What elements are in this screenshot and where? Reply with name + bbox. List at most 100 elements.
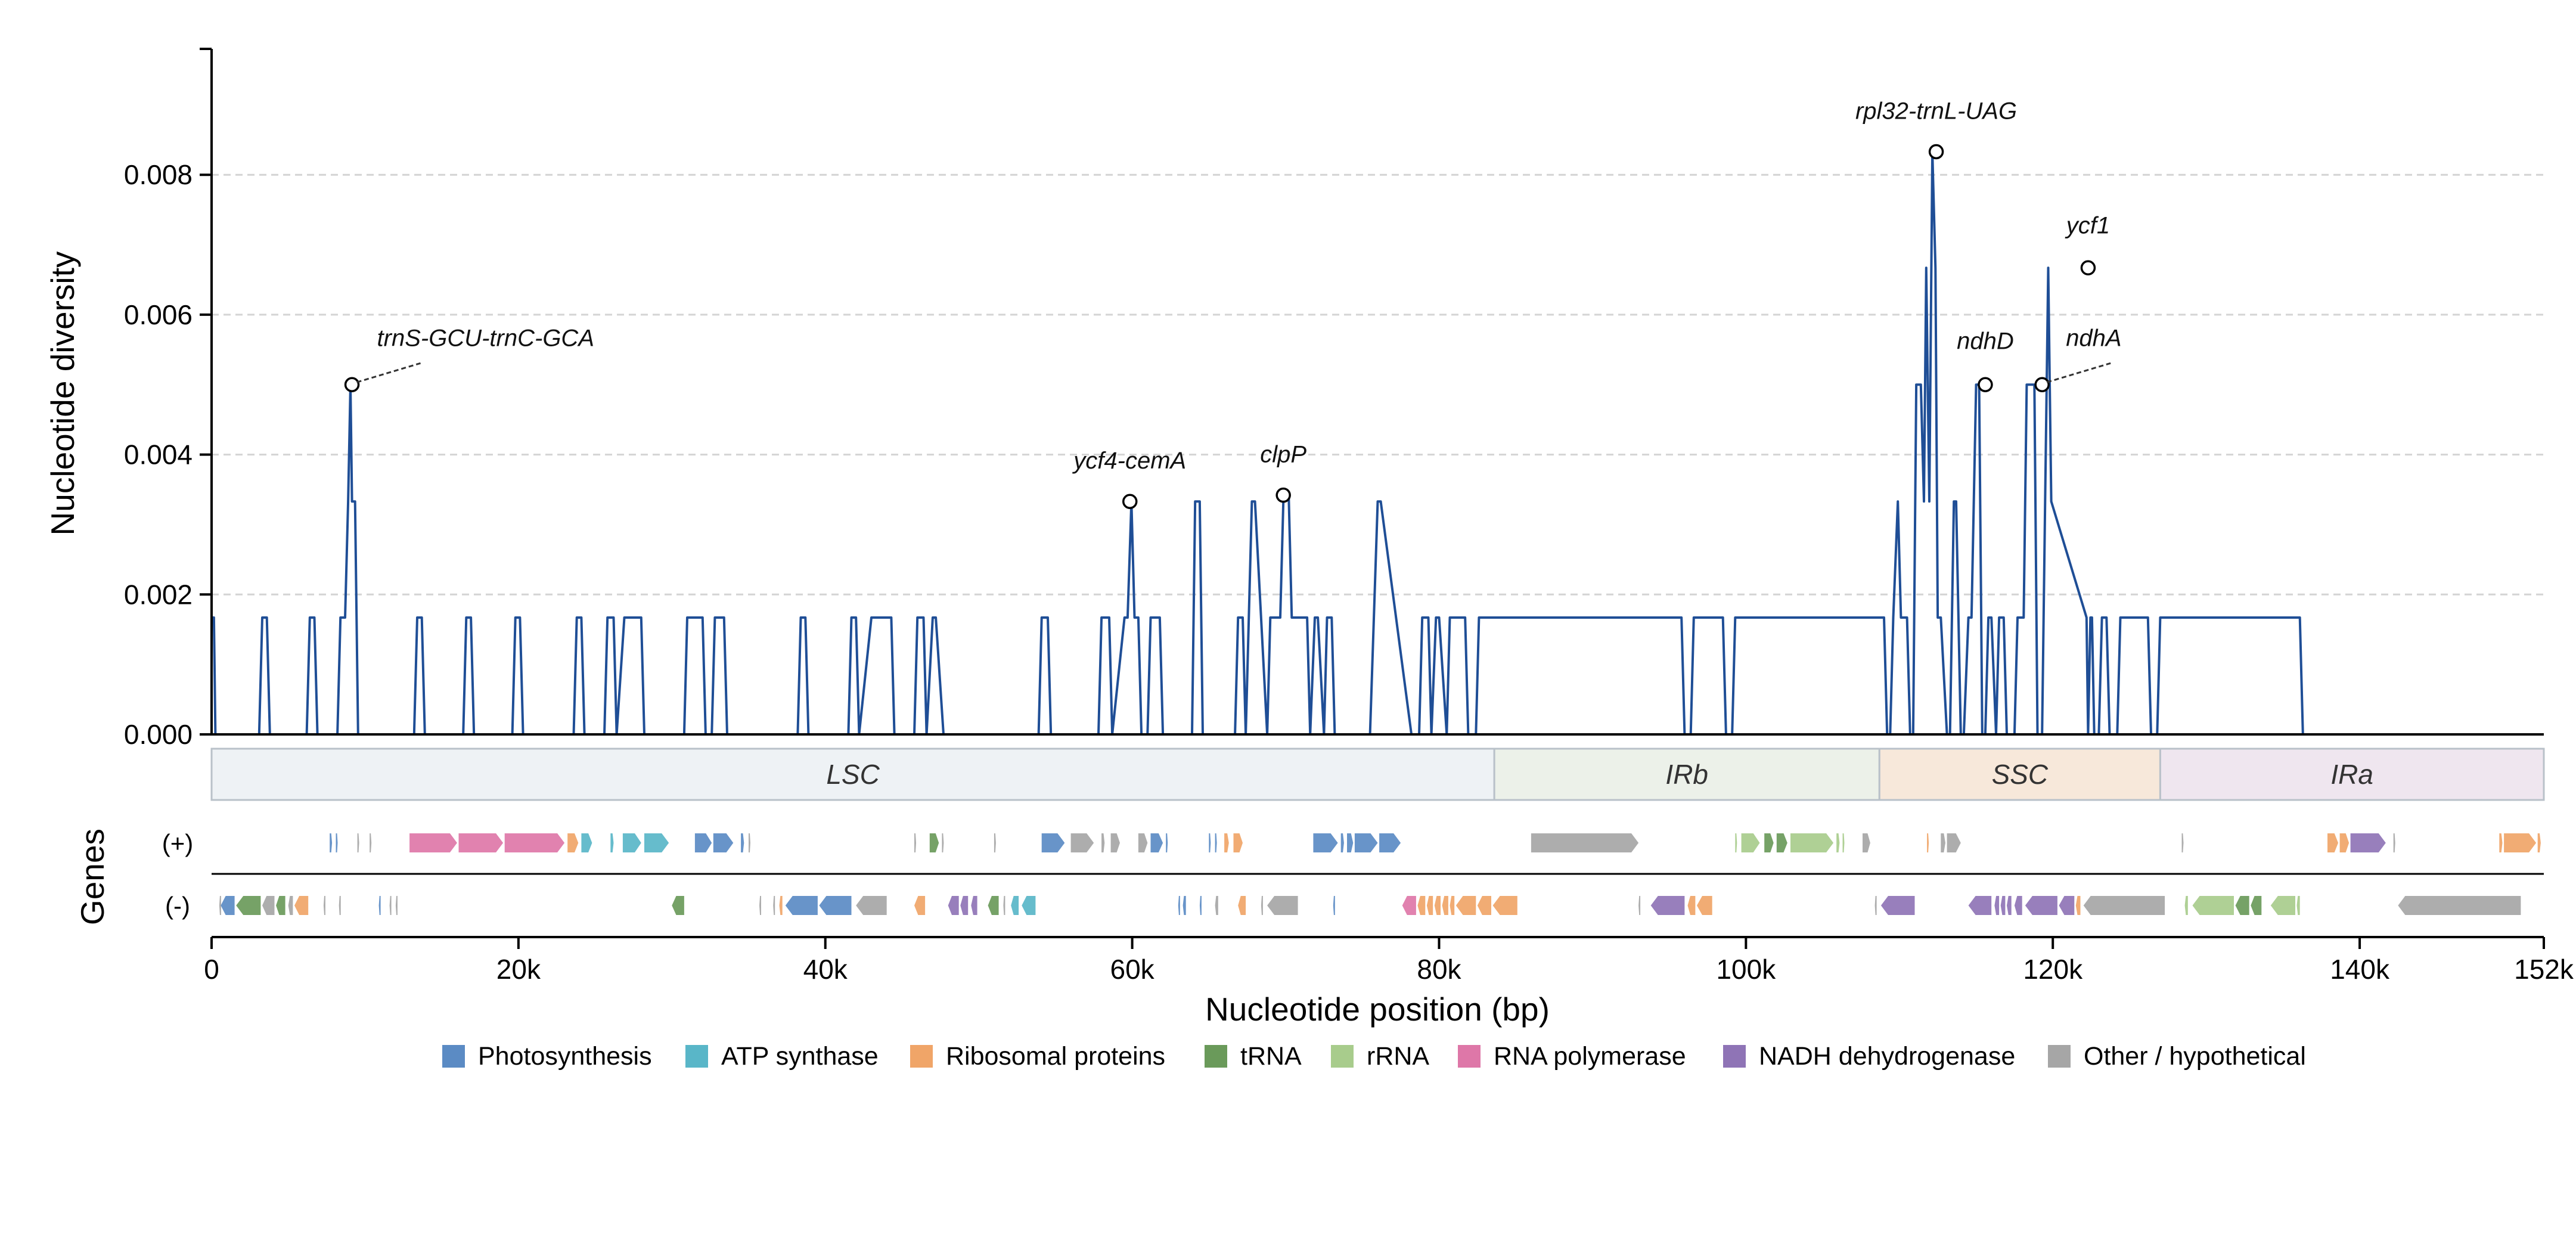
legend-label: NADH dehydrogenase (1759, 1042, 2015, 1071)
gene-other (1101, 833, 1105, 852)
legend-label: rRNA (1367, 1042, 1429, 1071)
gene-ribo (914, 896, 926, 915)
gene-other (942, 833, 944, 852)
peak-marker (1122, 494, 1138, 509)
y-tick-label: 0.004 (124, 439, 193, 470)
peak-label: ycf4-cemA (1072, 448, 1186, 474)
gene-ndh (971, 896, 977, 915)
gene-other (1874, 896, 1877, 915)
gene-trna (236, 896, 261, 915)
axes: 0.000 0.002 0.004 0.006 0.008 0 20k 40k 60k 80k 10… (124, 48, 2574, 985)
gene-ribo (1238, 896, 1246, 915)
peak-label: clpP (1260, 442, 1306, 468)
gene-rrna (1735, 833, 1737, 852)
gridlines (212, 173, 2544, 596)
gene-photo (1333, 896, 1335, 915)
legend-swatch (442, 1045, 465, 1068)
gene-atp (610, 833, 614, 852)
gene-atp (1022, 896, 1036, 915)
gene-ribo (1687, 896, 1696, 915)
x-tick-label: 100k (1716, 954, 1776, 985)
gene-other (856, 896, 887, 915)
gene-photo (1340, 833, 1344, 852)
gene-other (1947, 833, 1961, 852)
gene-other (389, 896, 392, 915)
region-label: IRa (2330, 759, 2373, 790)
gene-ribo (1492, 896, 1517, 915)
legend-swatch (1458, 1045, 1481, 1068)
region-label: SSC (1992, 759, 2049, 790)
gene-photo (1199, 896, 1202, 915)
gene-atp (622, 833, 641, 852)
gene-other (1215, 896, 1218, 915)
gene-trna (672, 896, 684, 915)
gene-photo (1041, 833, 1065, 852)
gene-ndh (948, 896, 959, 915)
gene-photo (819, 896, 852, 915)
gene-rrna (1741, 833, 1760, 852)
y-tick-label: 0.000 (124, 719, 193, 750)
peak-marker (1978, 377, 1993, 393)
gene-photo (378, 896, 381, 915)
gene-rrna (2296, 896, 2300, 915)
gene-photo (1313, 833, 1338, 852)
peak-label: rpl32-trnL-UAG (1855, 98, 2017, 125)
x-tick-label: 20k (496, 954, 541, 985)
gene-photo (221, 896, 235, 915)
gene-rrna (2184, 896, 2188, 915)
gene-ribo (2339, 833, 2350, 852)
gene-ribo (1233, 833, 1243, 852)
gene-other (994, 833, 996, 852)
strand-label-plus: (+) (162, 829, 194, 857)
x-tick-label: 60k (1110, 954, 1155, 985)
gene-other (1638, 896, 1641, 915)
gene-ndh (1968, 896, 1992, 915)
peak-label: ycf1 (2065, 212, 2110, 238)
legend-swatch (910, 1045, 933, 1068)
y-tick-label: 0.002 (124, 579, 193, 610)
gene-photo (785, 896, 818, 915)
gene-trna (2235, 896, 2249, 915)
legend-swatch (1205, 1045, 1227, 1068)
x-tick-label: 80k (1417, 954, 1461, 985)
region-ira (2159, 748, 2545, 801)
gene-photo (1209, 833, 1211, 852)
gene-other (2393, 833, 2395, 852)
gene-atp (581, 833, 592, 852)
legend-label: Other / hypothetical (2084, 1042, 2306, 1071)
gene-other (1261, 896, 1263, 915)
legend-swatch (2048, 1045, 2071, 1068)
gene-rrna (1790, 833, 1834, 852)
region-label: LSC (826, 759, 880, 790)
gene-photo (1215, 833, 1217, 852)
region-label: IRb (1665, 759, 1708, 790)
gene-tracks: (+) (-) (162, 829, 2544, 920)
gene-other (773, 896, 775, 915)
peak-marker (2080, 260, 2096, 276)
genes-axis-title: Genes (74, 829, 111, 925)
legend-swatch (1331, 1045, 1354, 1068)
legend-label: Photosynthesis (478, 1042, 652, 1071)
gene-other (288, 896, 293, 915)
x-axis-title: Nucleotide position (bp) (1205, 991, 1550, 1028)
gene-ribo (1434, 896, 1441, 915)
gene-ribo (2075, 896, 2081, 915)
legend: Photosynthesis ATP synthase Ribosomal prot… (442, 1042, 2306, 1071)
gene-ribo (1417, 896, 1426, 915)
gene-trna (1776, 833, 1787, 852)
gene-other (1267, 896, 1298, 915)
peak-leader (356, 362, 421, 383)
gene-rrna (2192, 896, 2234, 915)
peak-leader (2046, 362, 2111, 383)
x-tick-label: 0 (204, 954, 219, 985)
gene-other (749, 833, 750, 852)
gene-photo (1347, 833, 1354, 852)
gene-ribo (1455, 896, 1476, 915)
peak-marker (1275, 487, 1291, 503)
gene-other (2398, 896, 2521, 915)
peak-label: ndhA (2066, 325, 2121, 351)
region-irb (1493, 748, 1880, 801)
peak-label: trnS-GCU-trnC-GCA (377, 325, 594, 351)
region-lsc (210, 748, 1495, 801)
